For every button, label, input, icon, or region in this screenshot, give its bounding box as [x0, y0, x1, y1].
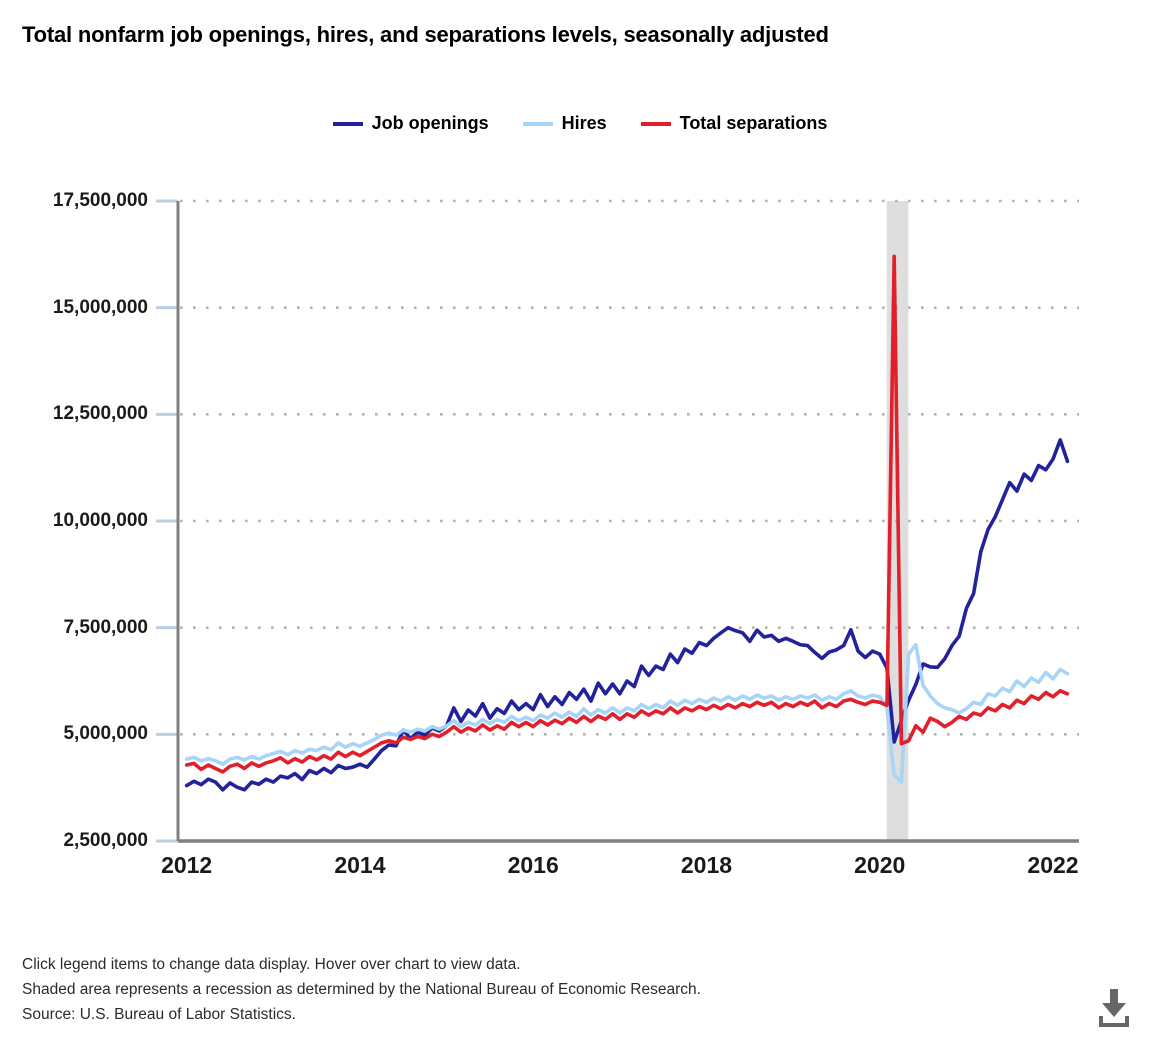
chart-footnotes: Click legend items to change data displa…: [22, 952, 701, 1027]
series-line-hires: [184, 642, 1070, 784]
legend-item-label: Total separations: [679, 113, 828, 133]
chart-legend: Job openings Hires Total separations: [0, 113, 1160, 134]
x-axis-label: 2016: [507, 852, 559, 878]
footnote-line: Shaded area represents a recession as de…: [22, 981, 701, 998]
y-axis-label: 12,500,000: [52, 403, 148, 425]
x-axis-label: 2022: [1027, 852, 1079, 878]
y-axis-label: 5,000,000: [63, 723, 148, 745]
legend-item-hires[interactable]: Hires: [522, 113, 607, 134]
download-glyph: [1099, 989, 1129, 1027]
x-axis-label: 2014: [334, 852, 386, 878]
legend-item-label: Hires: [561, 113, 607, 133]
footnote-line: Click legend items to change data displa…: [22, 956, 521, 973]
y-axis-label: 7,500,000: [63, 616, 148, 638]
legend-item-job-openings[interactable]: Job openings: [332, 113, 489, 134]
y-axis-label: 15,000,000: [52, 296, 148, 318]
y-axis-label: 17,500,000: [52, 190, 148, 211]
legend-item-total-separations[interactable]: Total separations: [640, 113, 828, 134]
series-line-job-openings: [184, 438, 1070, 792]
x-axis-label: 2018: [680, 852, 733, 878]
legend-line-swatch: [640, 121, 671, 126]
page-title: Total nonfarm job openings, hires, and s…: [22, 22, 829, 47]
download-icon[interactable]: [1092, 985, 1136, 1029]
legend-line-swatch: [522, 121, 553, 126]
footnote-line: Source: U.S. Bureau of Labor Statistics.: [22, 1006, 296, 1023]
legend-item-label: Job openings: [371, 113, 489, 133]
legend-line-swatch: [332, 121, 363, 126]
y-axis-label: 2,500,000: [63, 830, 148, 851]
y-axis-label: 10,000,000: [52, 510, 148, 531]
series-line-total-separations: [184, 254, 1070, 774]
x-axis-label: 2012: [161, 852, 213, 878]
x-axis-label: 2020: [854, 852, 906, 878]
